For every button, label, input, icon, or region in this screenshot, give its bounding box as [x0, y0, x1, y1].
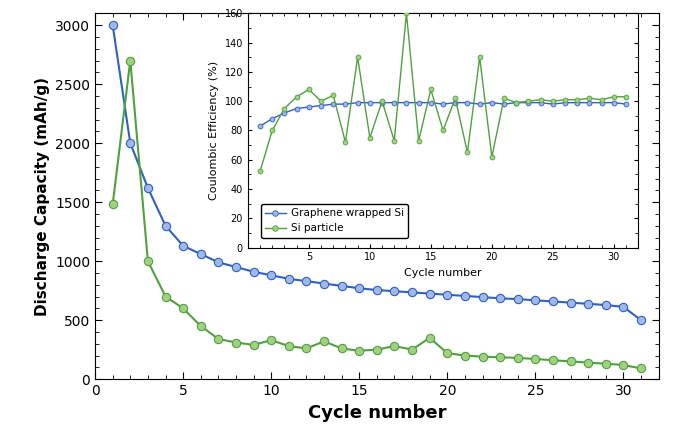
Y-axis label: Discharge Capacity (mAh/g): Discharge Capacity (mAh/g)	[35, 77, 50, 316]
X-axis label: Cycle number: Cycle number	[308, 404, 446, 421]
X-axis label: Cycle number: Cycle number	[404, 268, 482, 278]
Legend: Graphene wrapped Si, Si particle: Graphene wrapped Si, Si particle	[261, 204, 408, 238]
Y-axis label: Coulombic Efficiency (%): Coulombic Efficiency (%)	[209, 61, 219, 200]
